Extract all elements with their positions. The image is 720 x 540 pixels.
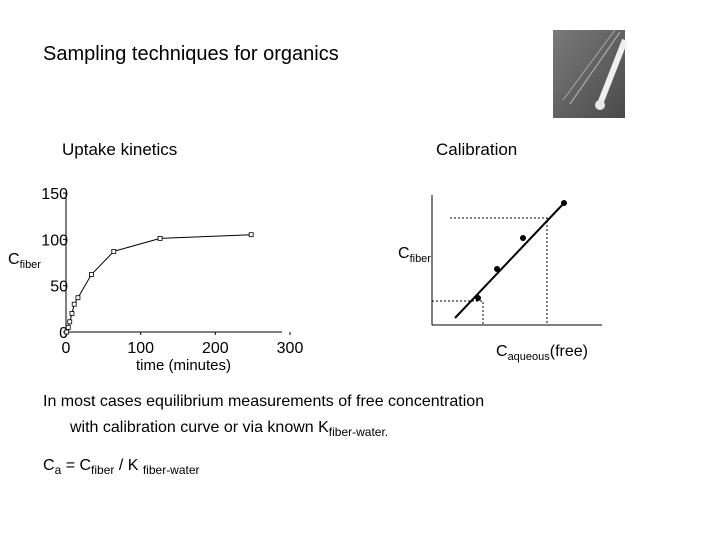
photo (553, 29, 628, 118)
x-tick-label: 300 (277, 340, 304, 357)
formula-part: fiber (91, 463, 114, 477)
y-tick-label: 0 (59, 325, 68, 342)
note-line: with calibration curve or via known Kfib… (69, 419, 388, 439)
y-tick-label: 100 (41, 232, 68, 249)
marker (248, 232, 254, 238)
point (494, 266, 500, 272)
y-tick-label: 50 (50, 279, 68, 296)
y-axis-label: Cfiber (8, 251, 41, 271)
y-tick-label: 150 (41, 186, 68, 203)
formula-part: fiber-water (143, 463, 200, 477)
point (520, 235, 526, 241)
marker (64, 329, 70, 335)
formula-part: = C (61, 457, 91, 474)
x-tick-label: 0 (62, 340, 71, 357)
marker (65, 324, 71, 330)
marker (69, 311, 75, 316)
fit-line (454, 201, 566, 319)
note-line: In most cases equilibrium measurements o… (43, 393, 484, 410)
calibration-plot (431, 195, 602, 326)
x-tick-label: 100 (127, 340, 154, 357)
x-tick-label: 200 (202, 340, 229, 357)
marker (75, 295, 81, 301)
formula-part: C (43, 457, 55, 474)
guide-line (450, 217, 548, 325)
chart-title: Uptake kinetics (62, 140, 177, 159)
calibration-title: Calibration (436, 140, 517, 159)
marker (111, 248, 117, 254)
calibration-x-label: Caqueous(free) (496, 343, 588, 363)
marker (88, 272, 94, 277)
formula-part: / K (114, 457, 142, 474)
guide-line (432, 300, 484, 325)
x-axis-label: time (minutes) (136, 357, 231, 374)
point (561, 200, 567, 206)
marker (71, 301, 77, 307)
point (475, 295, 481, 301)
series-line (66, 234, 252, 333)
slide-title: Sampling techniques for organics (43, 43, 339, 65)
marker (157, 236, 163, 241)
calibration-y-label: Cfiber (398, 245, 431, 265)
formula: Ca = Cfiber / K fiber-water (43, 457, 200, 477)
formula-part: a (55, 463, 62, 477)
marker (67, 319, 73, 325)
